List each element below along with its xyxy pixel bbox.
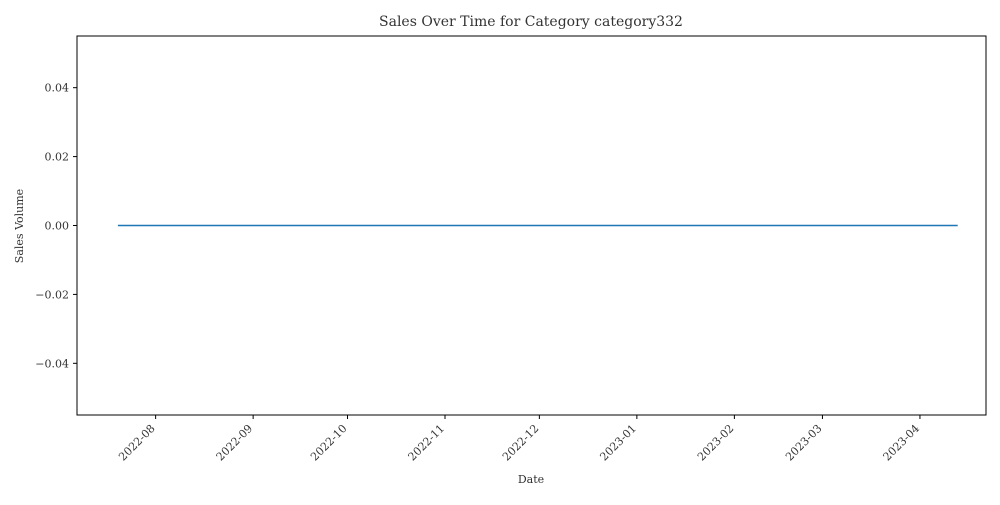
y-axis: −0.04 −0.02 0.00 0.02 0.04 xyxy=(35,82,77,370)
y-axis-label: Sales Volume xyxy=(13,189,26,263)
x-axis-label: Date xyxy=(518,473,544,486)
x-tick-label: 2023-04 xyxy=(881,422,923,464)
x-tick-label: 2023-01 xyxy=(597,422,639,464)
x-tick-label: 2022-12 xyxy=(500,422,542,464)
x-tick-label: 2022-09 xyxy=(214,422,256,464)
x-tick-label: 2023-02 xyxy=(695,422,737,464)
x-tick-label: 2023-03 xyxy=(783,422,825,464)
y-tick-label: −0.02 xyxy=(35,288,69,301)
y-tick-label: −0.04 xyxy=(35,357,69,370)
x-tick-label: 2022-10 xyxy=(308,422,350,464)
y-tick-label: 0.02 xyxy=(45,151,70,164)
x-tick-label: 2022-11 xyxy=(406,422,448,464)
x-tick-label: 2022-08 xyxy=(116,422,158,464)
x-axis: 2022-08 2022-09 2022-10 2022-11 2022-12 2023-… xyxy=(116,415,922,463)
chart-title: Sales Over Time for Category category332 xyxy=(379,14,683,30)
y-tick-label: 0.00 xyxy=(45,220,70,233)
y-tick-label: 0.04 xyxy=(45,82,70,95)
